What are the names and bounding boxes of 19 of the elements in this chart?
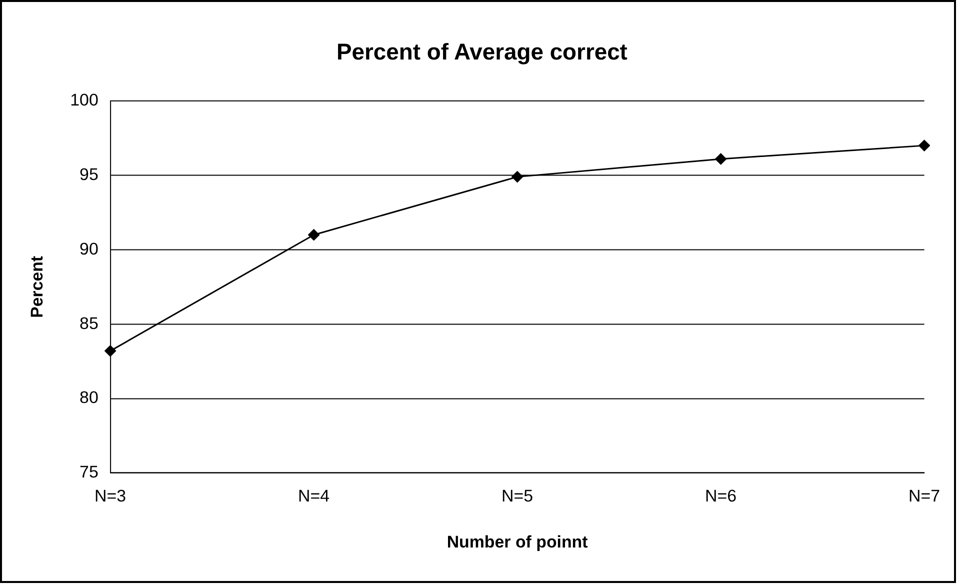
y-tick-label: 80 [80,388,98,408]
chart-title: Percent of Average correct [336,38,628,65]
point [308,228,320,241]
y-tick-label: 85 [80,314,98,333]
point [511,170,524,183]
x-tick-label: N=3 [94,486,126,506]
point [104,344,116,357]
point [714,152,727,165]
x-tick-label: N=6 [705,486,737,506]
y-axis-title: Percent [28,256,47,318]
y-tick-label: 95 [80,165,98,184]
point [918,140,930,152]
x-tick-label: N=5 [502,486,534,506]
x-tick-label: N=4 [298,486,330,506]
y-tick-label: 90 [80,239,98,258]
y-tick-label: 100 [70,90,98,110]
y-tick-label: 75 [80,462,98,482]
x-tick-label: N=7 [908,486,940,506]
x-axis-title: Number of poinnt [446,532,588,552]
